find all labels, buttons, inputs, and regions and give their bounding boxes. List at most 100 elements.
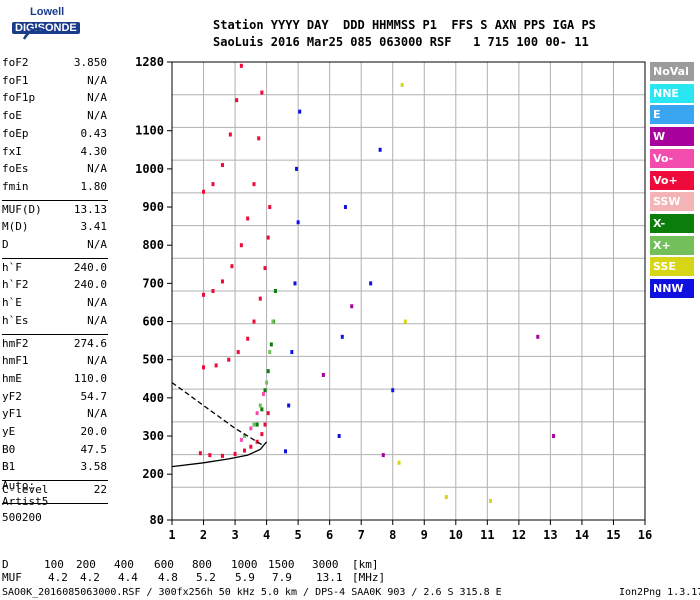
data-point [287,403,291,408]
data-point [269,342,273,347]
data-point [284,449,288,454]
data-point [400,82,404,87]
data-point [260,90,264,95]
muf-table-muf-value: 5.2 [196,571,216,584]
data-point [243,448,247,453]
data-point [381,453,385,458]
data-point [255,411,259,416]
legend-item-nnw: NNW [650,279,694,298]
param-name: foF1 [2,73,29,87]
param-name: foE [2,109,22,123]
param-row: foF1p N/A [2,91,107,105]
param-row: foEs N/A [2,162,107,176]
header-line-2: SaoLuis 2016 Mar25 085 063000 RSF 1 715 … [213,35,589,49]
param-value: 110.0 [73,371,107,385]
param-row: hmF2 274.6 [2,337,107,351]
param-row: B0 47.5 [2,443,107,457]
muf-table-d-unit: [km] [352,558,379,571]
param-value: 1.80 [80,179,108,193]
param-row: MUF(D) 13.13 [2,203,107,217]
param-value: 22 [93,483,107,497]
param-row: B1 3.58 [2,460,107,474]
data-point [249,426,253,431]
y-tick-label: 800 [142,238,164,252]
param-row: foE N/A [2,109,107,123]
data-point [258,296,262,301]
x-tick-label: 5 [295,528,302,542]
param-row: h`Es N/A [2,314,107,328]
data-point [261,392,265,397]
data-point [252,422,256,427]
data-point [236,350,240,355]
data-point [252,182,256,187]
muf-table-muf-value: 4.2 [80,571,100,584]
data-point [337,434,341,439]
data-point [255,439,259,444]
param-row: foEp 0.43 [2,127,107,141]
param-separator [2,333,108,335]
param-value: N/A [87,91,107,105]
legend-item-x: X- [650,213,694,233]
y-tick-label: 300 [142,429,164,443]
data-point [369,281,373,286]
data-point [211,289,215,293]
muf-table-distance: 1000 [231,558,258,571]
param-name: hmE [2,371,22,385]
param-value: N/A [87,73,107,87]
param-name: h`Es [2,313,29,327]
data-point [343,205,347,210]
muf-table-muf-value: 13.1 [316,571,343,584]
param-name: hmF2 [2,336,29,350]
data-point [233,451,237,456]
data-point [293,281,297,286]
data-point [260,432,264,437]
param-separator [2,502,108,504]
param-row: yF2 54.7 [2,390,107,404]
param-value: 274.6 [73,336,107,350]
param-row: h`E N/A [2,296,107,310]
data-point [263,388,267,393]
param-separator [2,257,108,259]
data-point [257,136,261,141]
x-tick-label: 2 [200,528,207,542]
footer-file-info: SAO0K_2016085063000.RSF / 300fx256h 50 k… [2,587,502,598]
param-value: N/A [87,162,107,176]
param-name: fxI [2,144,22,158]
param-value: 20.0 [80,425,108,438]
data-point [198,451,202,456]
data-point [235,98,239,103]
data-point [228,132,232,137]
param-name: foEs [2,162,29,176]
legend-item-x: X+ [650,235,694,255]
param-value: 3.41 [80,220,108,234]
y-tick-label: 900 [142,200,164,214]
data-point [266,235,270,240]
x-tick-label: 6 [326,528,333,542]
legend-item-e: E [650,105,694,125]
logo-lowell-text: Lowell [30,6,65,18]
data-point [243,434,247,439]
data-point [220,279,224,284]
param-separator [2,480,108,482]
data-point [378,147,382,152]
legend-item-sse: SSE [650,257,694,277]
logo-swoosh-icon [3,6,48,47]
x-tick-label: 15 [606,528,620,542]
param-name: yE [2,425,16,438]
param-name: D [2,238,9,251]
fit-curve-solid [171,441,268,468]
data-point [202,292,206,297]
param-row: D N/A [2,238,107,252]
data-point [295,166,299,171]
data-point [340,334,344,339]
param-name: h`F2 [2,278,29,292]
param-row: yF1 N/A [2,407,107,421]
muf-table-distance: 3000 [312,558,339,571]
muf-table-distance: 600 [154,558,174,571]
data-point [239,243,243,248]
param-name: B1 [2,460,16,474]
x-tick-label: 4 [263,528,270,542]
data-point [290,350,294,355]
data-point [271,319,275,324]
y-tick-label: 400 [142,391,164,405]
